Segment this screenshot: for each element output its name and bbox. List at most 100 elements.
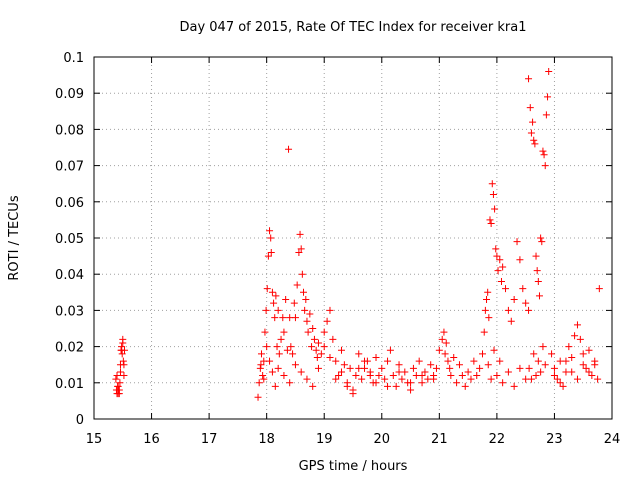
- data-point: [277, 335, 285, 343]
- data-point: [534, 277, 542, 285]
- data-point: [283, 346, 291, 354]
- data-point: [533, 267, 541, 275]
- data-point: [257, 361, 265, 369]
- y-tick-label: 0.04: [55, 268, 84, 283]
- data-point: [309, 382, 317, 390]
- data-point: [559, 382, 567, 390]
- data-point: [532, 372, 540, 380]
- data-point: [352, 372, 360, 380]
- data-point: [588, 372, 596, 380]
- data-point: [285, 145, 293, 153]
- data-point: [268, 368, 276, 376]
- data-point: [310, 335, 318, 343]
- data-point: [340, 361, 348, 369]
- data-point: [301, 306, 309, 314]
- data-point: [335, 372, 343, 380]
- data-point: [525, 75, 533, 83]
- data-point: [263, 285, 271, 293]
- data-point: [573, 321, 581, 329]
- data-point: [259, 372, 267, 380]
- data-point: [479, 350, 486, 358]
- data-point: [455, 361, 463, 369]
- data-point: [349, 390, 357, 398]
- data-point: [522, 299, 530, 307]
- data-point: [510, 382, 518, 390]
- x-tick-label: 21: [431, 432, 448, 447]
- data-point: [550, 372, 558, 380]
- data-point: [270, 299, 278, 307]
- data-point: [255, 379, 263, 387]
- data-point: [568, 353, 576, 361]
- data-point: [579, 350, 587, 358]
- data-point: [271, 382, 279, 390]
- data-point: [115, 386, 123, 394]
- data-point: [489, 191, 497, 199]
- data-point: [576, 335, 584, 343]
- data-point: [527, 375, 535, 383]
- data-point: [375, 372, 383, 380]
- data-point: [286, 379, 294, 387]
- data-point: [427, 361, 435, 369]
- x-tick-label: 23: [546, 432, 563, 447]
- data-point: [525, 364, 533, 372]
- data-point: [556, 379, 564, 387]
- data-point: [384, 382, 392, 390]
- data-point: [273, 343, 281, 351]
- data-point: [306, 310, 314, 318]
- data-point: [530, 350, 538, 358]
- data-point: [487, 220, 495, 228]
- data-point: [300, 288, 308, 296]
- data-point: [113, 372, 121, 380]
- y-tick-labels: 0 0.01 0.02 0.03 0.04 0.05 0.06 0.07 0.08 0.09 0.1: [55, 51, 84, 428]
- data-point: [116, 368, 124, 376]
- data-point: [309, 325, 317, 332]
- data-point: [444, 357, 452, 365]
- data-point: [486, 216, 494, 224]
- y-tick-label: 0.09: [55, 87, 84, 102]
- data-point: [531, 140, 539, 148]
- data-point: [496, 357, 504, 365]
- data-point: [264, 252, 272, 260]
- data-point: [421, 368, 429, 376]
- data-point: [384, 357, 392, 365]
- data-point: [395, 361, 403, 369]
- data-point: [562, 357, 570, 365]
- data-point: [312, 346, 320, 354]
- data-point: [573, 375, 581, 383]
- data-point: [461, 382, 469, 390]
- data-point: [386, 346, 394, 354]
- data-point: [483, 296, 491, 304]
- data-point: [446, 364, 454, 372]
- data-point: [392, 382, 400, 390]
- data-point: [532, 252, 540, 260]
- data-point: [497, 277, 505, 285]
- data-point: [579, 361, 587, 369]
- data-point: [303, 375, 311, 383]
- data-point: [464, 368, 472, 376]
- data-point: [538, 238, 546, 246]
- data-point: [493, 372, 501, 380]
- data-point: [485, 314, 493, 322]
- data-point: [295, 248, 303, 256]
- data-point: [453, 379, 461, 387]
- data-point: [519, 285, 527, 293]
- data-point: [329, 335, 337, 343]
- data-point: [430, 375, 438, 383]
- data-point: [553, 375, 561, 383]
- data-point: [262, 306, 270, 314]
- data-point: [510, 296, 518, 304]
- data-point: [119, 339, 127, 347]
- data-point: [293, 281, 301, 289]
- data-point: [491, 205, 499, 213]
- data-point: [447, 372, 455, 380]
- data-point: [361, 357, 369, 365]
- data-point: [279, 314, 287, 322]
- data-point: [119, 357, 127, 365]
- data-point: [372, 353, 380, 361]
- data-point: [526, 104, 534, 112]
- x-tick-label: 20: [374, 432, 391, 447]
- data-point: [418, 379, 426, 387]
- data-point: [568, 368, 576, 376]
- data-point: [530, 136, 538, 144]
- data-point: [326, 306, 334, 314]
